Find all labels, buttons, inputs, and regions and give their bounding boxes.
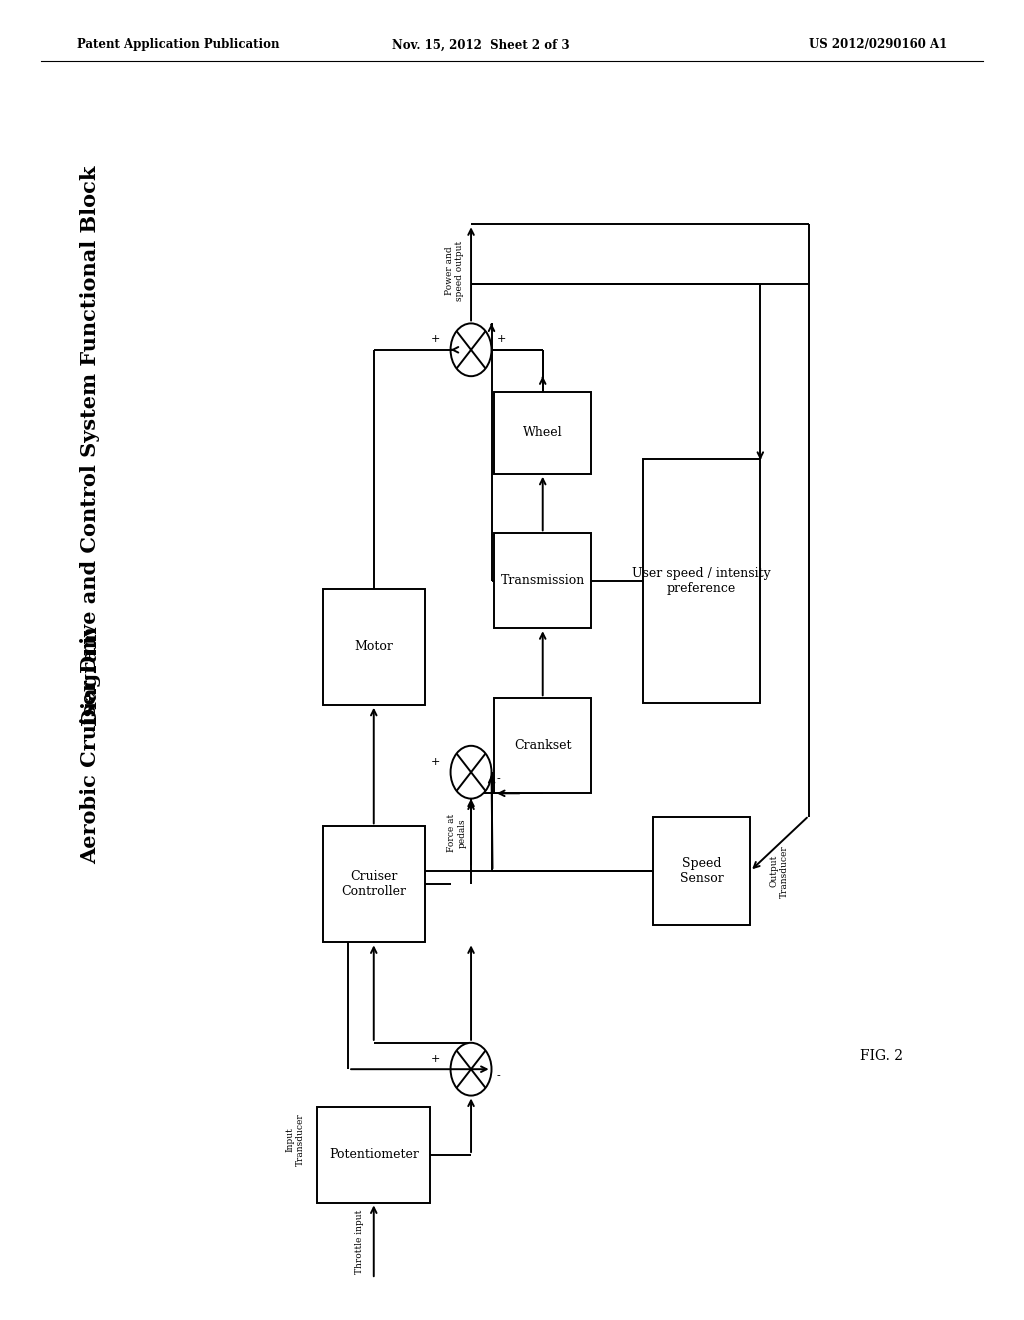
FancyBboxPatch shape	[643, 458, 760, 702]
Text: +: +	[431, 1053, 440, 1064]
FancyBboxPatch shape	[495, 533, 592, 628]
Text: +: +	[497, 334, 506, 345]
Text: FIG. 2: FIG. 2	[860, 1049, 903, 1063]
Circle shape	[451, 746, 492, 799]
Text: Wheel: Wheel	[523, 426, 562, 440]
Text: Potentiometer: Potentiometer	[329, 1148, 419, 1162]
Text: Diagram: Diagram	[80, 626, 100, 726]
Text: Input
Transducer: Input Transducer	[286, 1113, 304, 1166]
Text: -: -	[497, 1071, 501, 1081]
Text: US 2012/0290160 A1: US 2012/0290160 A1	[809, 38, 947, 51]
FancyBboxPatch shape	[323, 826, 425, 942]
FancyBboxPatch shape	[323, 589, 425, 705]
Text: Patent Application Publication: Patent Application Publication	[77, 38, 280, 51]
Text: Force at
pedals: Force at pedals	[447, 814, 466, 851]
FancyBboxPatch shape	[317, 1107, 430, 1203]
Circle shape	[451, 323, 492, 376]
Text: Throttle input: Throttle input	[355, 1210, 364, 1274]
Text: Speed
Sensor: Speed Sensor	[680, 857, 723, 886]
Text: User speed / intensity
preference: User speed / intensity preference	[632, 566, 771, 595]
Text: Nov. 15, 2012  Sheet 2 of 3: Nov. 15, 2012 Sheet 2 of 3	[392, 38, 570, 51]
Text: +: +	[431, 756, 440, 767]
Text: +: +	[431, 334, 440, 345]
FancyBboxPatch shape	[653, 817, 750, 925]
Text: Cruiser
Controller: Cruiser Controller	[341, 870, 407, 899]
Circle shape	[451, 1043, 492, 1096]
Text: Aerobic Cruiser Drive and Control System Functional Block: Aerobic Cruiser Drive and Control System…	[80, 165, 100, 865]
Text: Power and
speed output: Power and speed output	[445, 240, 464, 301]
FancyBboxPatch shape	[495, 392, 592, 474]
FancyBboxPatch shape	[495, 698, 592, 793]
Text: Motor: Motor	[354, 640, 393, 653]
Text: Output
Transducer: Output Transducer	[769, 845, 788, 898]
Text: Crankset: Crankset	[514, 739, 571, 752]
Text: -: -	[497, 774, 501, 784]
Text: Transmission: Transmission	[501, 574, 585, 587]
